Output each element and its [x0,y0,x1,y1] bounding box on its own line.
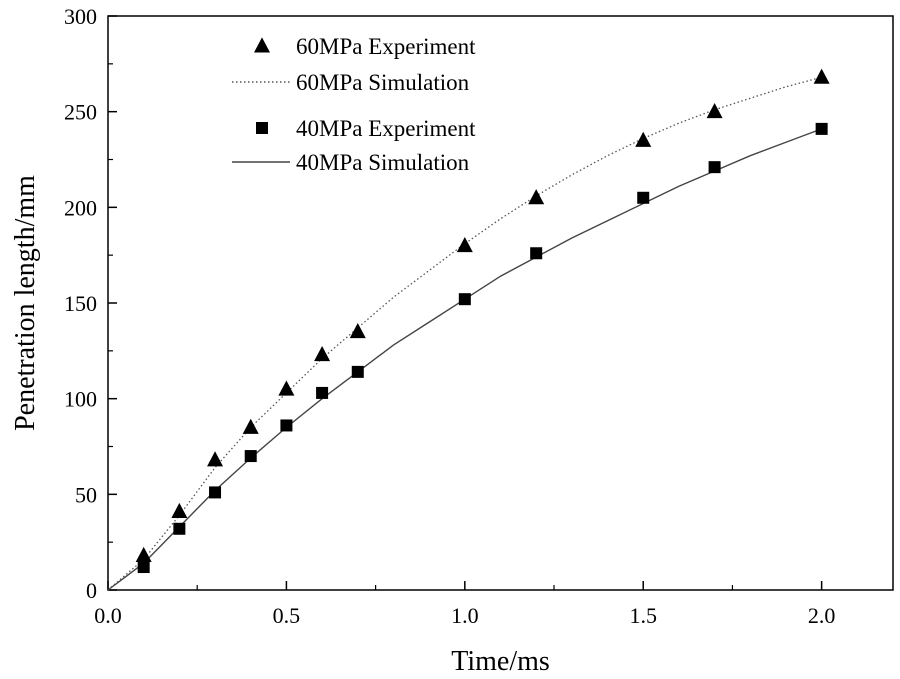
series-line-60mpa-simulation [107,76,822,591]
y-tick-label: 0 [86,578,97,603]
data-point-60mpa-experiment [706,103,723,119]
y-tick-label: 50 [75,482,97,507]
y-tick-label: 200 [64,195,97,220]
data-point-60mpa-experiment [207,451,224,467]
x-tick-label: 1.5 [629,603,657,628]
data-point-60mpa-experiment [528,189,545,205]
x-tick-label: 1.0 [451,603,479,628]
series-line-40mpa-simulation [107,128,822,591]
legend-label-60mpa-simulation: 60MPa Simulation [296,70,470,95]
y-tick-label: 150 [64,291,97,316]
plot-frame [107,15,894,591]
data-point-60mpa-experiment [813,68,830,84]
data-point-40mpa-experiment [316,386,329,399]
legend-symbol-40mpa-experiment [256,122,268,134]
y-axis-label: Penetration length/mm [10,175,41,431]
y-tick-label: 300 [64,4,97,29]
data-point-60mpa-experiment [278,380,295,396]
data-point-40mpa-experiment [530,247,543,260]
series-layer [107,68,830,591]
data-point-60mpa-experiment [349,323,366,339]
axis-tick-labels: 0.0 0.5 1.0 1.5 2.0 0 50 100 150 200 250 300 [64,4,835,628]
data-point-40mpa-experiment [280,419,293,432]
legend-label-40mpa-simulation: 40MPa Simulation [296,150,470,175]
legend-label-40mpa-experiment: 40MPa Experiment [296,116,476,141]
legend-label-60mpa-experiment: 60MPa Experiment [296,34,476,59]
data-point-40mpa-experiment [708,161,721,174]
x-tick-label: 0.5 [273,603,301,628]
x-axis-label: Time/ms [451,646,550,677]
data-point-60mpa-experiment [242,418,259,434]
data-point-40mpa-experiment [173,522,186,535]
legend-symbol-60mpa-experiment [254,37,270,53]
data-point-60mpa-experiment [635,131,652,147]
data-point-60mpa-experiment [135,546,152,563]
x-tick-label: 2.0 [808,603,836,628]
data-point-60mpa-experiment [171,502,188,519]
data-point-40mpa-experiment [351,365,364,378]
data-point-40mpa-experiment [815,122,828,135]
data-point-40mpa-experiment [244,450,257,463]
legend: 60MPa Experiment 60MPa Simulation 40MPa Ex… [232,34,476,175]
data-point-40mpa-experiment [137,561,150,574]
data-point-60mpa-experiment [456,236,473,253]
data-point-60mpa-experiment [314,346,331,362]
y-tick-label: 250 [64,100,97,125]
axis-ticks [107,15,823,591]
data-point-40mpa-experiment [637,191,650,204]
data-point-40mpa-experiment [458,293,471,306]
y-tick-label: 100 [64,387,97,412]
x-tick-label: 0.0 [94,603,122,628]
data-point-40mpa-experiment [209,486,222,499]
